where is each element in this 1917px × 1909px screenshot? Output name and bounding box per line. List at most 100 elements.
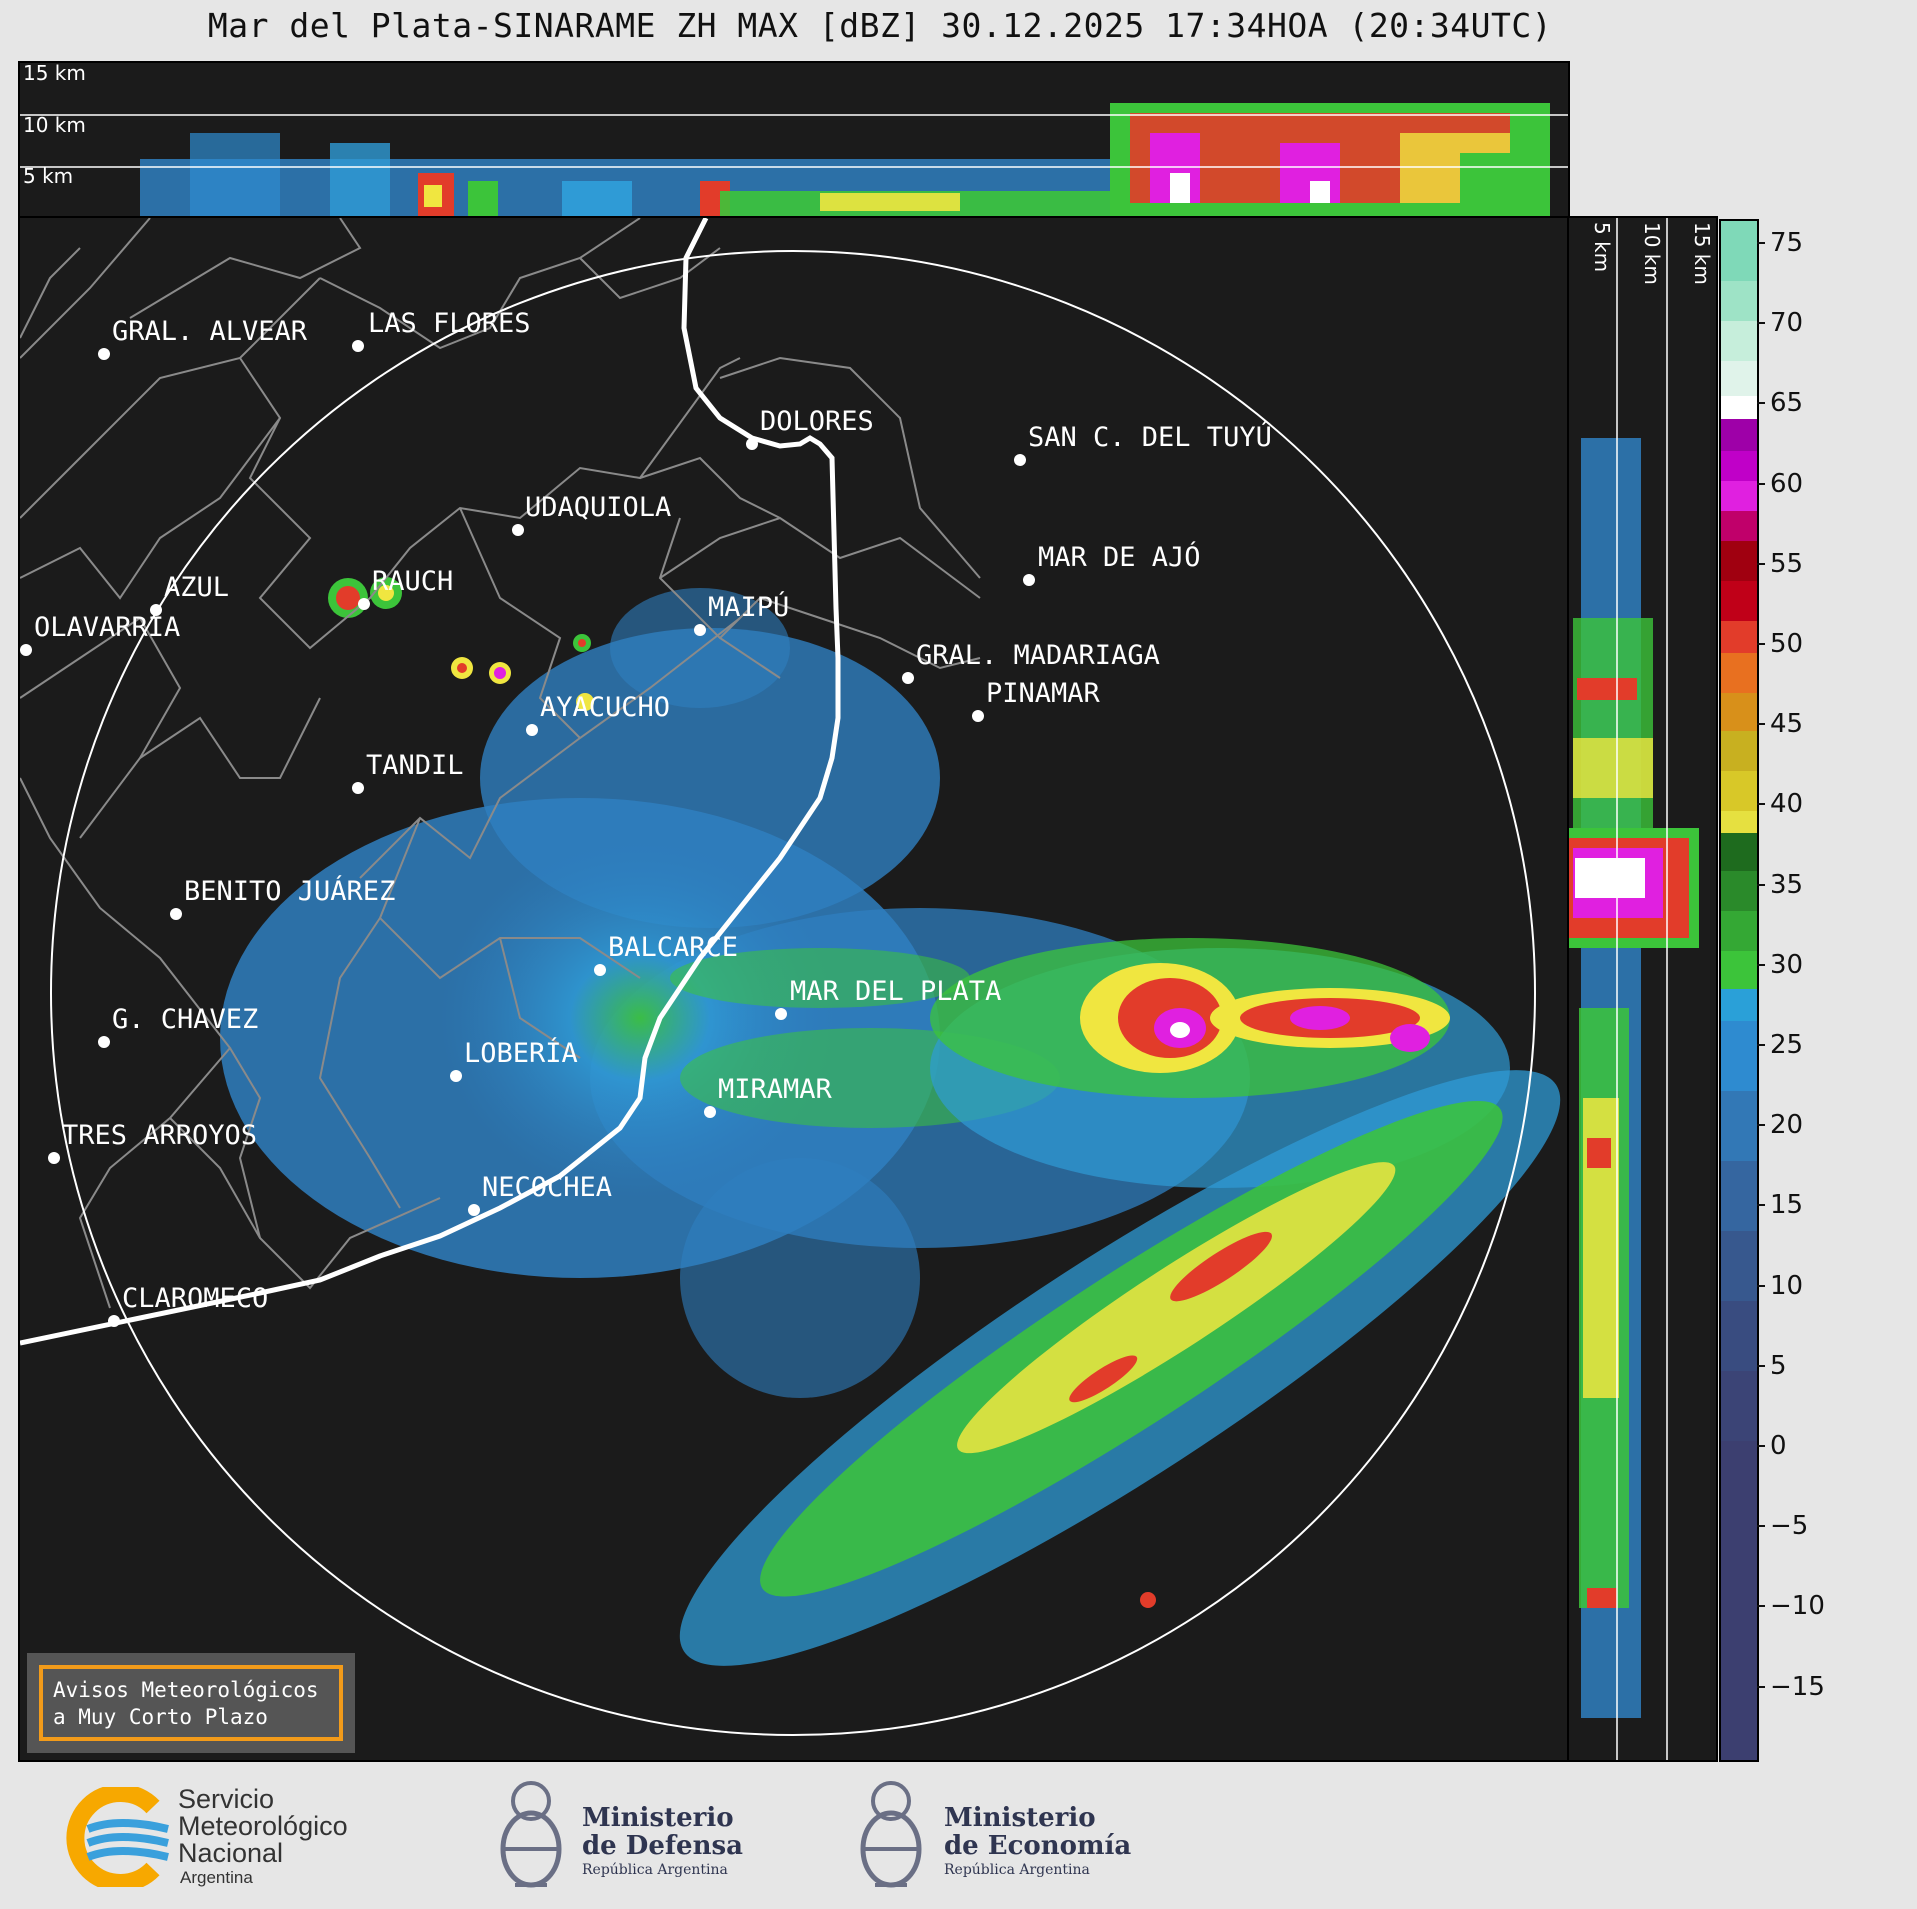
- city-label-miramar: MIRAMAR: [718, 1074, 833, 1105]
- colorbar-segment: [1721, 833, 1757, 871]
- defensa-line-3: República Argentina: [582, 1862, 728, 1878]
- city-label-claromeco: CLAROMECO: [122, 1283, 268, 1314]
- colorbar-segment: [1721, 396, 1757, 419]
- colorbar-segment: [1721, 281, 1757, 321]
- colorbar-tick-label: 75: [1770, 228, 1804, 258]
- city-label-tres-arroyos: TRES ARROYOS: [62, 1120, 257, 1151]
- city-label-olavarria: OLAVARRÍA: [34, 611, 180, 643]
- city-dot-claromeco: [108, 1315, 120, 1327]
- city-dot-pinamar: [972, 710, 984, 722]
- defensa-line-2: de Defensa: [582, 1831, 743, 1861]
- colorbar-tick: [1757, 1364, 1765, 1367]
- colorbar-segment: [1721, 361, 1757, 396]
- city-dot-tres-arroyos: [48, 1152, 60, 1164]
- city-label-dolores: DOLORES: [760, 406, 874, 437]
- city-label-mar-del-plata: MAR DEL PLATA: [790, 976, 1001, 1007]
- colorbar-segment: [1721, 871, 1757, 911]
- city-label-mar-de-ajo: MAR DE AJÓ: [1038, 541, 1201, 573]
- badge-line-2: a Muy Corto Plazo: [53, 1705, 268, 1729]
- colorbar-tick: [1757, 963, 1765, 966]
- city-dot-balcarce: [594, 964, 606, 976]
- city-dot-loberia: [450, 1070, 462, 1082]
- city-label-g-chavez: G. CHAVEZ: [112, 1004, 258, 1035]
- city-dot-udaquiola: [512, 524, 524, 536]
- colorbar-tick: [1757, 482, 1765, 485]
- warning-badge: Avisos Meteorológicos a Muy Corto Plazo: [27, 1653, 355, 1753]
- colorbar-tick-label: 5: [1770, 1350, 1787, 1381]
- colorbar-segment: [1721, 1231, 1757, 1301]
- city-label-maipu: MAIPÚ: [708, 591, 789, 623]
- city-label-necochea: NECOCHEA: [482, 1172, 612, 1203]
- side-label-10km: 10 km: [1640, 222, 1664, 285]
- top-label-10km: 10 km: [23, 113, 86, 137]
- colorbar-tick-label: 25: [1770, 1030, 1804, 1060]
- colorbar-tick: [1757, 1445, 1765, 1447]
- colorbar-segment: [1721, 731, 1757, 771]
- top-profile-svg: 15 km 10 km 5 km: [20, 63, 1568, 217]
- colorbar-segment: [1721, 481, 1757, 511]
- colorbar-tick: [1757, 402, 1765, 405]
- colorbar-segment: [1721, 653, 1757, 693]
- colorbar-tick-label: 0: [1770, 1431, 1787, 1461]
- top-height-profile-panel: 15 km 10 km 5 km: [18, 61, 1570, 219]
- city-label-las-flores: LAS FLORES: [368, 308, 531, 339]
- colorbar-tick-label: −15: [1770, 1671, 1825, 1702]
- colorbar-segment: [1721, 811, 1757, 833]
- colorbar-segment: [1721, 951, 1757, 989]
- city-dot-necochea: [468, 1204, 480, 1216]
- top-label-5km: 5 km: [23, 164, 73, 188]
- city-dot-rauch: [358, 598, 370, 610]
- colorbar-segment: [1721, 1301, 1757, 1371]
- colorbar-segment: [1721, 419, 1757, 451]
- colorbar-tick: [1757, 1044, 1765, 1046]
- warning-badge-frame: Avisos Meteorológicos a Muy Corto Plazo: [39, 1665, 343, 1741]
- colorbar-tick: [1757, 1124, 1765, 1127]
- city-dot-tandil: [352, 782, 364, 794]
- side-height-profile-panel: 5 km 10 km 15 km: [1567, 216, 1718, 1762]
- city-dot-olavarria: [20, 644, 32, 656]
- side-label-15km: 15 km: [1690, 222, 1714, 285]
- city-dot-ayacucho: [526, 724, 538, 736]
- badge-line-1: Avisos Meteorológicos: [53, 1678, 319, 1702]
- colorbar-tick: [1757, 1284, 1765, 1287]
- colorbar-segment: [1721, 581, 1757, 621]
- smn-logo-icon: [66, 1787, 169, 1887]
- province-boundaries: [20, 218, 981, 1309]
- city-label-tandil: TANDIL: [366, 750, 464, 781]
- colorbar-tick: [1757, 803, 1765, 806]
- city-markers: [20, 340, 1035, 1327]
- colorbar-segment: [1721, 771, 1757, 811]
- city-label-balcarce: BALCARCE: [608, 932, 738, 963]
- economia-line-3: República Argentina: [944, 1862, 1090, 1878]
- range-ring: [50, 250, 1536, 1736]
- rain-band-southeast: [679, 1070, 1561, 1666]
- city-dot-mar-de-ajo: [1023, 574, 1035, 586]
- reflectivity-colorbar: [1719, 219, 1759, 1762]
- top-label-15km: 15 km: [23, 63, 86, 85]
- city-dot-benito-juarez: [170, 908, 182, 920]
- city-label-gral-madariaga: GRAL. MADARIAGA: [916, 640, 1160, 671]
- city-dot-mar-del-plata: [775, 1008, 787, 1020]
- colorbar-segment: [1721, 541, 1757, 581]
- side-echo-band: [1569, 438, 1699, 1718]
- defensa-shield-icon: [500, 1781, 562, 1888]
- colorbar-segment: [1721, 1021, 1757, 1091]
- colorbar-tick-label: −5: [1770, 1511, 1809, 1542]
- top-echo-band: [140, 103, 1550, 217]
- colorbar-segment: [1721, 693, 1757, 731]
- colorbar-tick: [1757, 1685, 1765, 1688]
- colorbar-tick: [1757, 242, 1765, 244]
- city-label-benito-juarez: BENITO JUÁREZ: [184, 875, 395, 907]
- colorbar-segment: [1721, 511, 1757, 541]
- city-label-azul: AZUL: [164, 572, 229, 603]
- smn-line-4: Argentina: [180, 1868, 253, 1887]
- colorbar-segment: [1721, 321, 1757, 361]
- city-label-san-c-del-tuyu: SAN C. DEL TUYÚ: [1028, 421, 1272, 453]
- colorbar-tick-label: 10: [1770, 1270, 1804, 1301]
- colorbar-tick: [1757, 643, 1765, 645]
- economia-line-1: Ministerio: [944, 1803, 1096, 1833]
- defensa-line-1: Ministerio: [582, 1803, 734, 1833]
- city-dot-maipu: [694, 624, 706, 636]
- city-dot-g-chavez: [98, 1036, 110, 1048]
- colorbar-segment: [1721, 621, 1757, 653]
